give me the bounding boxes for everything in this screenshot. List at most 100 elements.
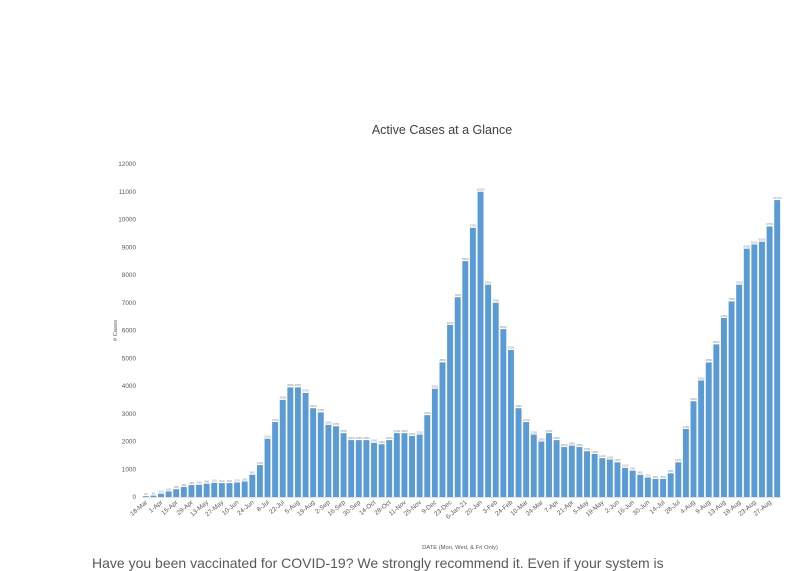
bar <box>743 248 750 497</box>
bar <box>165 491 172 497</box>
bar-value-label: 2100 <box>264 435 271 439</box>
x-tick-label: 30-Jun <box>632 499 652 517</box>
bar-value-label: 1800 <box>561 443 568 447</box>
x-tick-label: 20-Jan <box>464 499 484 517</box>
bar <box>500 329 507 497</box>
bar <box>469 227 476 497</box>
bar-value-label: 1250 <box>675 458 682 462</box>
bar-value-label: 3450 <box>690 397 697 401</box>
bar <box>644 477 651 497</box>
bar-value-label: 850 <box>668 469 673 473</box>
y-tick-label: 10000 <box>118 217 136 224</box>
bar-value-label: 500 <box>219 479 224 483</box>
bar <box>203 483 210 497</box>
bar <box>553 440 560 497</box>
y-tick-label: 0 <box>132 494 136 501</box>
bar-value-label: 2300 <box>546 429 553 433</box>
bar-value-label: 9100 <box>751 240 758 244</box>
bar-value-label: 3750 <box>302 389 309 393</box>
bar-value-label: 2050 <box>553 436 560 440</box>
x-tick-label: 14-Jul <box>649 499 667 516</box>
x-tick-label: 27-May <box>204 499 225 519</box>
bar-value-label: 2250 <box>416 430 423 434</box>
bar <box>447 324 454 497</box>
bar <box>294 387 301 497</box>
y-tick-label: 2000 <box>122 439 137 446</box>
bar <box>561 447 568 497</box>
bar-value-label: 4850 <box>705 358 712 362</box>
bar-value-label: 280 <box>174 485 179 489</box>
x-tick-label: 4-Aug <box>679 499 697 516</box>
bar-value-label: 510 <box>212 479 217 483</box>
bar <box>690 401 697 497</box>
y-tick-label: 3000 <box>122 411 137 418</box>
y-tick-label: 8000 <box>122 272 137 279</box>
chart-title: Active Cases at a Glance <box>372 123 512 137</box>
y-axis-ticks: 0 1000 2000 3000 4000 5000 6000 7000 8000 9000 100… <box>118 161 136 501</box>
bar <box>477 191 484 497</box>
bar-value-label: 3200 <box>515 404 522 408</box>
bar <box>431 388 438 497</box>
bar-value-label: 2000 <box>538 437 545 441</box>
bar-value-label: 2300 <box>401 429 408 433</box>
bar-value-label: 1950 <box>371 439 378 443</box>
y-tick-label: 11000 <box>119 189 137 196</box>
x-tick-label: 28-Jul <box>664 499 682 516</box>
bar <box>774 200 781 497</box>
x-axis-label: DATE (Mon, Wed, & Fri Only) <box>422 545 498 551</box>
bar-value-label: 2950 <box>424 411 431 415</box>
bar-value-label: 3950 <box>287 383 294 387</box>
bar-value-label: 1650 <box>584 447 591 451</box>
y-tick-label: 4000 <box>122 383 137 390</box>
bar <box>317 412 324 497</box>
bar-value-label: 3900 <box>432 385 439 389</box>
bar-value-label: 2300 <box>340 429 347 433</box>
bar-value-label: 440 <box>197 481 202 485</box>
x-axis-ticks: 18-Mar1-Apr15-Apr29-Apr13-May27-May10-Ju… <box>129 499 773 521</box>
bar <box>310 408 317 497</box>
bar-value-label: 7000 <box>492 299 499 303</box>
bar <box>584 451 590 497</box>
bar <box>287 387 294 497</box>
bar-value-label: 1150 <box>257 461 264 465</box>
bar-value-label: 1050 <box>622 464 629 468</box>
bar <box>363 440 370 497</box>
bar <box>234 482 241 497</box>
bar-value-label: 9200 <box>759 238 766 242</box>
bar <box>629 470 636 497</box>
bar <box>386 440 393 497</box>
bar-value-label: 30 <box>144 492 148 496</box>
bar-value-label: 1400 <box>599 454 606 458</box>
bar <box>340 433 347 497</box>
bar-value-label: 2300 <box>393 429 400 433</box>
bar <box>462 261 469 498</box>
x-tick-label: 24-Jun <box>236 499 256 517</box>
bar-value-label: 700 <box>645 473 650 477</box>
bar <box>325 424 332 497</box>
bar <box>439 362 446 497</box>
bar <box>272 422 279 497</box>
bar-value-label: 1250 <box>614 458 621 462</box>
bar <box>530 434 537 497</box>
bar <box>667 473 674 497</box>
bar <box>355 440 362 497</box>
bar <box>348 440 355 497</box>
bar-value-label: 4200 <box>698 376 705 380</box>
bar-value-label: 4850 <box>439 358 446 362</box>
bar <box>660 478 667 497</box>
bar-value-label: 1900 <box>378 440 385 444</box>
y-axis-label: # Cases <box>113 320 119 341</box>
x-tick-label: 22-Jul <box>268 499 286 516</box>
bar-value-label: 800 <box>250 471 255 475</box>
y-tick-label: 9000 <box>122 244 137 251</box>
bar-value-label: 500 <box>227 479 232 483</box>
bar <box>546 433 552 497</box>
x-tick-label: 19-May <box>585 499 606 519</box>
bar-series <box>142 191 781 498</box>
bar-value-label: 11000 <box>476 188 484 192</box>
bar-value-label: 800 <box>638 471 643 475</box>
bar <box>454 297 461 497</box>
bar <box>173 489 180 497</box>
bar <box>751 244 758 497</box>
